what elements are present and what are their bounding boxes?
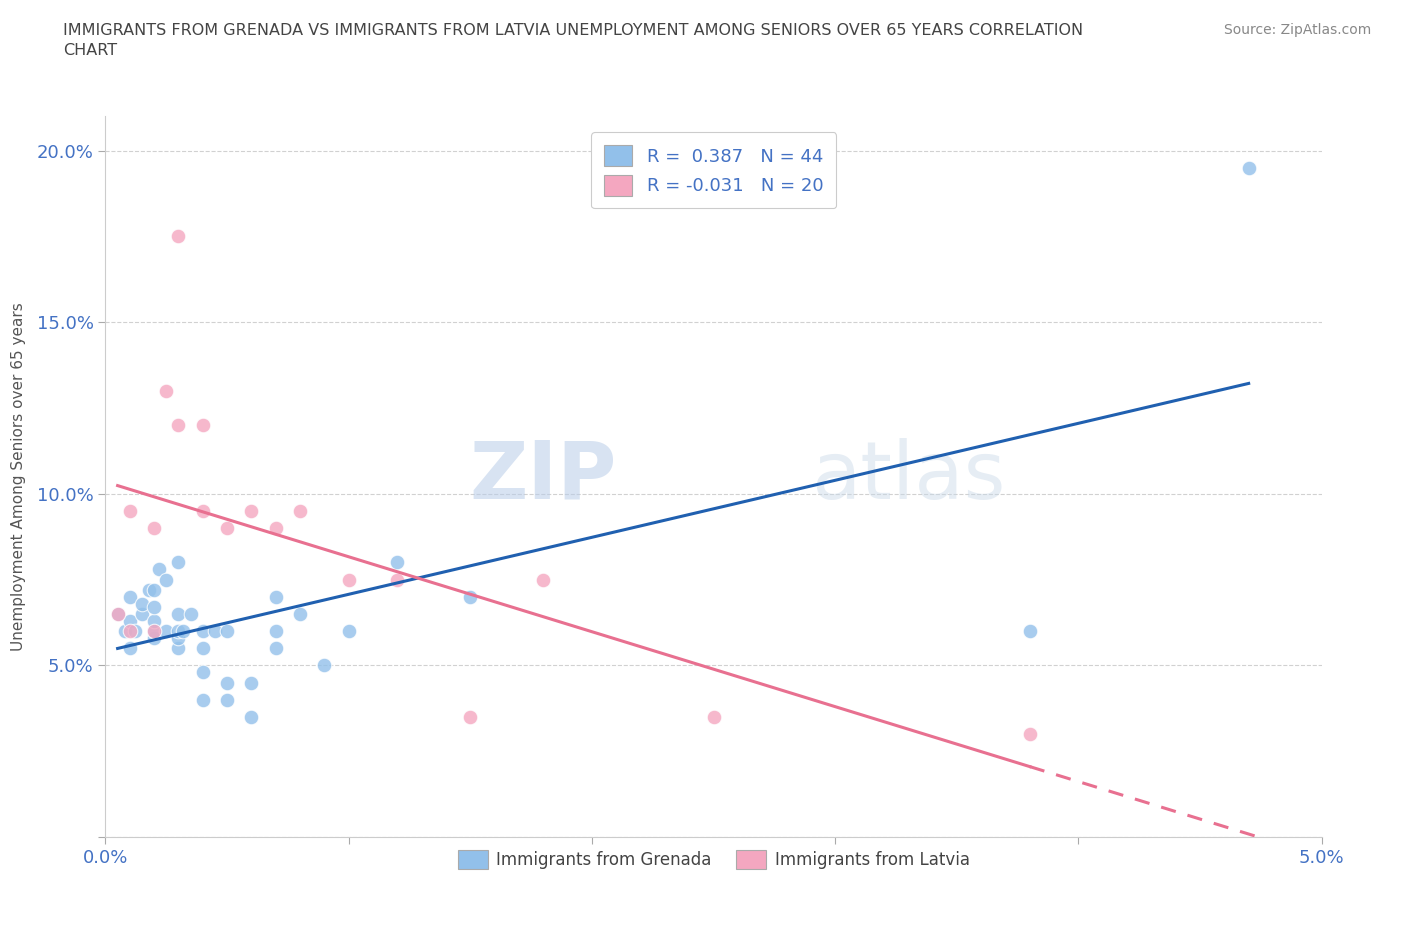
Point xyxy=(167,641,190,656)
Legend: Immigrants from Grenada, Immigrants from Latvia: Immigrants from Grenada, Immigrants from… xyxy=(451,843,976,875)
Point xyxy=(191,641,214,656)
Point xyxy=(155,383,177,398)
Point xyxy=(288,503,311,518)
Point xyxy=(387,572,409,587)
Point xyxy=(458,590,481,604)
Point xyxy=(143,631,166,645)
Point xyxy=(531,572,554,587)
Point xyxy=(143,624,166,639)
Point xyxy=(314,658,336,672)
Point xyxy=(217,692,239,707)
Point xyxy=(155,624,177,639)
Point xyxy=(204,624,226,639)
Point xyxy=(387,555,409,570)
Point xyxy=(240,503,263,518)
Point xyxy=(167,631,190,645)
Point xyxy=(155,572,177,587)
Point xyxy=(217,675,239,690)
Point xyxy=(107,606,129,621)
Text: ZIP: ZIP xyxy=(470,438,616,515)
Point xyxy=(240,675,263,690)
Point xyxy=(124,624,146,639)
Point xyxy=(167,624,190,639)
Point xyxy=(131,606,153,621)
Point xyxy=(337,624,360,639)
Point xyxy=(191,692,214,707)
Point xyxy=(191,418,214,432)
Text: Source: ZipAtlas.com: Source: ZipAtlas.com xyxy=(1223,23,1371,37)
Point xyxy=(118,590,141,604)
Point xyxy=(240,710,263,724)
Point xyxy=(1018,624,1040,639)
Point xyxy=(118,641,141,656)
Point xyxy=(143,624,166,639)
Text: atlas: atlas xyxy=(811,438,1005,515)
Point xyxy=(167,418,190,432)
Point xyxy=(191,503,214,518)
Point xyxy=(264,624,287,639)
Point xyxy=(264,521,287,536)
Point xyxy=(131,596,153,611)
Point xyxy=(1237,160,1260,175)
Y-axis label: Unemployment Among Seniors over 65 years: Unemployment Among Seniors over 65 years xyxy=(10,302,25,651)
Point xyxy=(702,710,725,724)
Point xyxy=(143,600,166,615)
Point xyxy=(167,229,190,244)
Point xyxy=(143,614,166,629)
Point xyxy=(172,624,194,639)
Point xyxy=(217,521,239,536)
Point xyxy=(264,641,287,656)
Point xyxy=(138,582,160,597)
Point xyxy=(148,562,170,577)
Point xyxy=(337,572,360,587)
Point xyxy=(167,555,190,570)
Point xyxy=(288,606,311,621)
Point xyxy=(264,590,287,604)
Point xyxy=(118,503,141,518)
Point xyxy=(143,521,166,536)
Point xyxy=(1018,726,1040,741)
Point xyxy=(217,624,239,639)
Text: IMMIGRANTS FROM GRENADA VS IMMIGRANTS FROM LATVIA UNEMPLOYMENT AMONG SENIORS OVE: IMMIGRANTS FROM GRENADA VS IMMIGRANTS FR… xyxy=(63,23,1084,58)
Point xyxy=(107,606,129,621)
Point xyxy=(118,614,141,629)
Point xyxy=(458,710,481,724)
Point xyxy=(143,582,166,597)
Point xyxy=(114,624,136,639)
Point xyxy=(191,624,214,639)
Point xyxy=(180,606,202,621)
Point xyxy=(118,624,141,639)
Point xyxy=(191,665,214,680)
Point xyxy=(167,606,190,621)
